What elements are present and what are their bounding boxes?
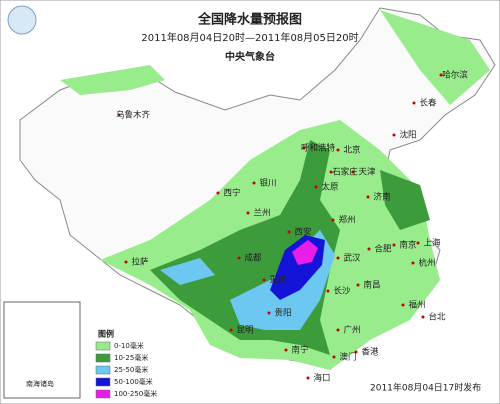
city-dot — [229, 328, 233, 332]
city-label: 贵阳 — [274, 308, 291, 319]
legend-label: 50-100毫米 — [114, 377, 153, 386]
city-dot — [237, 256, 241, 260]
city-label: 南京 — [399, 240, 416, 251]
city-dot — [336, 328, 340, 332]
rain-area — [292, 240, 318, 265]
legend-title: 图例 — [98, 329, 114, 339]
city-dot — [267, 311, 271, 315]
city-label: 拉萨 — [131, 257, 149, 268]
city-label: 武汉 — [343, 253, 361, 264]
city-dot — [356, 283, 360, 287]
city-dot — [287, 230, 291, 234]
city-dot — [252, 181, 256, 185]
city-label: 天津 — [358, 167, 376, 178]
legend-label: 0-10毫米 — [114, 341, 144, 350]
city-label: 福州 — [408, 300, 425, 311]
city-label: 合肥 — [374, 244, 392, 255]
city-label: 香港 — [361, 347, 379, 358]
map-subtitle: 2011年08月04日20时—2011年08月05日20时 — [141, 31, 358, 44]
logo — [7, 5, 37, 35]
inset-label: 南海诸岛 — [26, 379, 54, 388]
city-dot — [336, 148, 340, 152]
city-label: 兰州 — [253, 208, 270, 219]
legend-label: 100-250毫米 — [114, 389, 157, 398]
city-dot — [332, 355, 336, 359]
city-dot — [246, 211, 250, 215]
city-dot — [216, 191, 220, 195]
city-label: 杭州 — [418, 258, 435, 269]
legend-swatch — [95, 377, 111, 387]
rain-area — [380, 10, 490, 105]
city-label: 呼和浩特 — [301, 143, 336, 154]
city-dot — [262, 278, 266, 282]
city-dot — [117, 113, 121, 117]
rain-area — [380, 170, 430, 230]
city-dot — [392, 243, 396, 247]
legend-label: 25-50毫米 — [114, 365, 148, 374]
city-label: 哈尔滨 — [442, 70, 468, 81]
city-dot — [421, 315, 425, 319]
city-dot — [302, 146, 306, 150]
city-dot — [351, 170, 355, 174]
city-dot — [354, 350, 358, 354]
city-label: 重庆 — [269, 275, 287, 286]
city-label: 上海 — [423, 238, 441, 249]
inset-frame — [3, 301, 81, 399]
city-label: 太原 — [321, 182, 338, 193]
legend-label: 10-25毫米 — [114, 353, 148, 362]
city-label: 乌鲁木齐 — [116, 110, 151, 121]
city-dot — [306, 376, 310, 380]
city-dot — [416, 241, 420, 245]
legend-swatch — [95, 365, 111, 375]
city-dot — [392, 133, 396, 137]
city-label: 银川 — [259, 178, 276, 189]
city-label: 沈阳 — [399, 130, 416, 141]
city-label: 郑州 — [338, 215, 355, 226]
city-label: 海口 — [313, 373, 330, 384]
city-label: 广州 — [343, 325, 360, 336]
city-dot — [367, 247, 371, 251]
city-label: 北京 — [343, 145, 360, 156]
city-label: 成都 — [244, 253, 262, 264]
city-dot — [326, 289, 330, 293]
city-label: 西宁 — [223, 188, 240, 199]
city-dot — [336, 256, 340, 260]
city-label: 济南 — [373, 192, 390, 203]
rain-area — [60, 65, 165, 95]
rain-area — [160, 258, 215, 285]
city-label: 长沙 — [333, 286, 351, 297]
legend-swatch — [95, 389, 111, 399]
city-dot — [366, 195, 370, 199]
city-label: 台北 — [428, 312, 446, 323]
city-label: 南昌 — [363, 280, 380, 291]
city-dot — [411, 261, 415, 265]
city-dot — [284, 348, 288, 352]
city-label: 石家庄 — [332, 167, 358, 178]
legend-swatch — [95, 341, 111, 351]
legend-swatch — [95, 353, 111, 363]
city-dot — [124, 260, 128, 264]
city-dot — [314, 185, 318, 189]
city-label: 长春 — [419, 98, 437, 109]
city-label: 南宁 — [291, 345, 308, 356]
city-dot — [331, 218, 335, 222]
footer: 2011年08月04日17时发布 — [370, 382, 481, 394]
city-label: 西安 — [294, 227, 311, 238]
city-label: 澳门 — [339, 352, 356, 363]
city-dot — [329, 170, 333, 174]
city-dot — [401, 303, 405, 307]
city-dot — [439, 73, 443, 77]
city-label: 昆明 — [236, 326, 253, 336]
city-dot — [412, 101, 416, 105]
agency: 中央气象台 — [225, 50, 275, 63]
map-title: 全国降水量预报图 — [197, 12, 302, 28]
